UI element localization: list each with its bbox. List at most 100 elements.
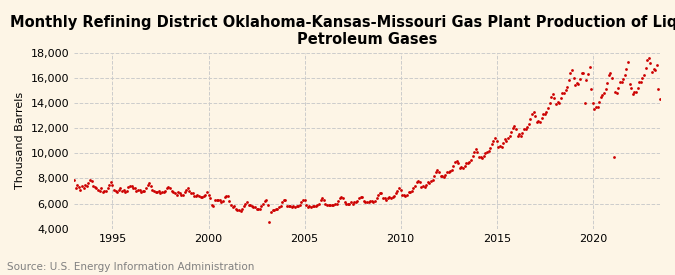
Point	[565, 71, 576, 75]
Point	[587, 101, 598, 105]
Point	[525, 117, 536, 122]
Point	[323, 203, 334, 207]
Point	[549, 96, 560, 100]
Point	[501, 139, 512, 143]
Point	[390, 191, 401, 196]
Point	[251, 206, 262, 211]
Point	[96, 186, 107, 191]
Point	[312, 203, 323, 207]
Point	[368, 200, 379, 204]
Point	[347, 201, 358, 206]
Point	[77, 184, 88, 188]
Point	[294, 203, 305, 207]
Point	[376, 191, 387, 196]
Point	[514, 132, 524, 137]
Point	[229, 204, 240, 208]
Point	[448, 164, 459, 168]
Point	[426, 179, 437, 183]
Point	[70, 186, 81, 191]
Point	[122, 189, 132, 193]
Point	[405, 190, 416, 194]
Point	[321, 203, 332, 207]
Point	[265, 210, 276, 214]
Point	[140, 186, 151, 191]
Point	[331, 201, 342, 206]
Point	[349, 200, 360, 204]
Point	[526, 112, 537, 117]
Point	[396, 188, 406, 192]
Point	[551, 102, 562, 106]
Point	[84, 177, 95, 182]
Point	[298, 197, 308, 202]
Point	[435, 174, 446, 178]
Point	[469, 150, 480, 154]
Point	[328, 203, 339, 207]
Point	[350, 200, 361, 204]
Point	[597, 93, 608, 98]
Point	[377, 196, 388, 201]
Point	[410, 184, 421, 188]
Point	[105, 180, 116, 184]
Point	[153, 189, 164, 193]
Point	[269, 208, 279, 212]
Point	[308, 204, 319, 208]
Point	[166, 189, 177, 193]
Point	[216, 200, 227, 204]
Point	[541, 109, 551, 114]
Point	[467, 153, 478, 158]
Point	[446, 167, 457, 172]
Point	[627, 92, 638, 97]
Point	[147, 188, 158, 192]
Point	[554, 101, 564, 105]
Point	[496, 145, 507, 149]
Point	[90, 185, 101, 189]
Point	[440, 172, 451, 177]
Point	[280, 197, 291, 202]
Point	[203, 192, 214, 197]
Point	[101, 189, 111, 193]
Point	[655, 97, 666, 101]
Point	[261, 197, 271, 202]
Point	[125, 184, 136, 188]
Point	[248, 205, 259, 210]
Point	[144, 181, 155, 186]
Point	[151, 190, 161, 194]
Point	[464, 160, 475, 164]
Point	[271, 206, 281, 211]
Point	[209, 197, 220, 202]
Point	[364, 199, 375, 203]
Point	[607, 76, 618, 80]
Point	[189, 194, 200, 198]
Point	[437, 174, 448, 178]
Point	[115, 186, 126, 191]
Point	[176, 192, 187, 197]
Point	[579, 101, 590, 105]
Point	[240, 201, 250, 206]
Point	[163, 185, 174, 189]
Point	[263, 203, 273, 207]
Point	[656, 92, 667, 97]
Point	[552, 100, 563, 104]
Point	[334, 196, 345, 201]
Point	[362, 200, 373, 204]
Point	[230, 206, 241, 211]
Point	[488, 139, 499, 143]
Point	[133, 188, 144, 192]
Point	[296, 200, 306, 204]
Point	[329, 201, 340, 206]
Point	[639, 73, 649, 78]
Point	[605, 71, 616, 75]
Point	[355, 195, 366, 199]
Point	[381, 197, 392, 202]
Point	[88, 184, 99, 188]
Point	[528, 109, 539, 114]
Point	[120, 190, 131, 194]
Point	[284, 204, 294, 208]
Point	[110, 189, 121, 193]
Point	[616, 79, 627, 84]
Point	[256, 204, 267, 208]
Point	[136, 190, 146, 194]
Point	[571, 81, 582, 85]
Point	[389, 194, 400, 198]
Point	[482, 150, 493, 154]
